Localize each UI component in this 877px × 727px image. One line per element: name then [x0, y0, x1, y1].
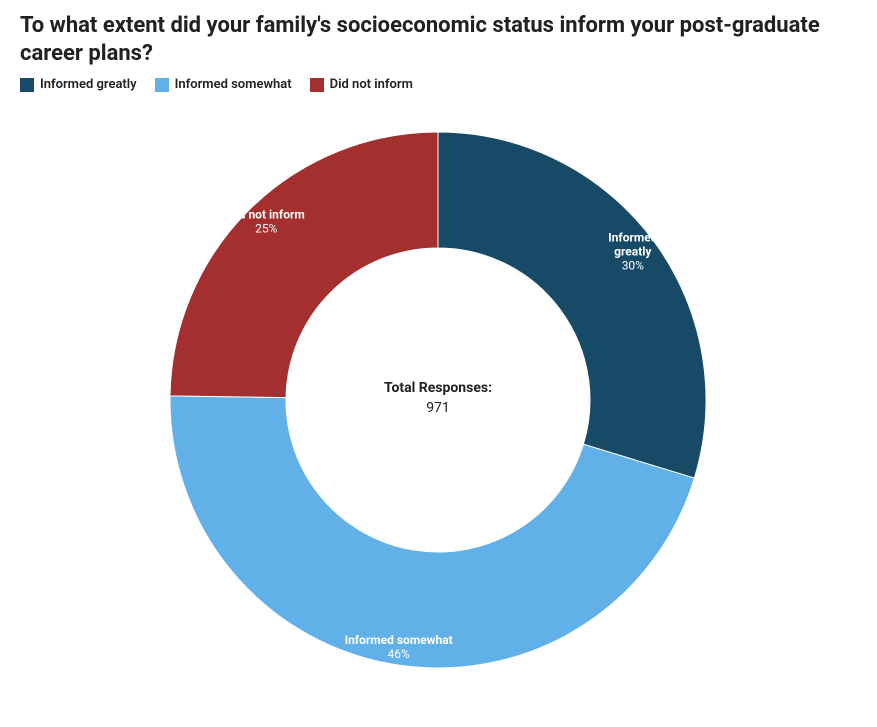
legend-item-did-not-inform: Did not inform — [310, 77, 413, 92]
center-value: 971 — [426, 400, 450, 416]
chart-title: To what extent did your family's socioec… — [20, 12, 820, 67]
legend-swatch — [310, 78, 324, 92]
legend-label: Informed somewhat — [175, 77, 292, 92]
slice-label: Informed — [608, 231, 658, 245]
slice-pct: 25% — [255, 222, 277, 236]
chart-container: To what extent did your family's socioec… — [0, 0, 877, 700]
slice-pct: 46% — [388, 647, 410, 661]
donut-chart: Informedgreatly30% Informed somewhat46% Di… — [20, 100, 857, 700]
slice-label: greatly — [614, 245, 652, 259]
legend-item-informed-somewhat: Informed somewhat — [155, 77, 292, 92]
legend-swatch — [20, 78, 34, 92]
center-label: Total Responses: — [384, 380, 492, 396]
slice-label: Informed somewhat — [345, 633, 453, 647]
legend-label: Did not inform — [330, 77, 413, 92]
legend-label: Informed greatly — [40, 77, 137, 92]
slice-label: Did not inform — [228, 208, 305, 222]
slice-did-not-inform — [170, 132, 438, 398]
legend-item-informed-greatly: Informed greatly — [20, 77, 137, 92]
donut-svg: Informedgreatly30% Informed somewhat46% Di… — [20, 100, 857, 700]
slice-informed-greatly — [438, 132, 706, 478]
slice-pct: 30% — [622, 259, 644, 273]
legend: Informed greatly Informed somewhat Did n… — [20, 77, 857, 92]
legend-swatch — [155, 78, 169, 92]
